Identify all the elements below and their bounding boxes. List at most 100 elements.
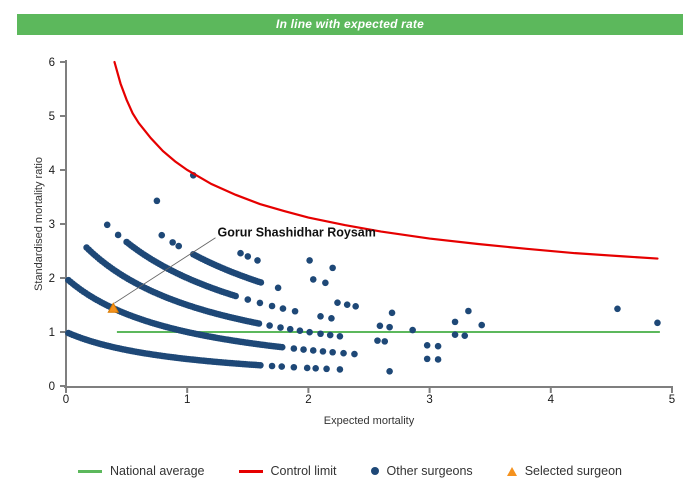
other-surgeon-dot[interactable] <box>309 347 317 354</box>
other-surgeon-dot[interactable] <box>266 322 273 329</box>
other-surgeon-dot[interactable] <box>451 318 459 326</box>
y-tick-label: 5 <box>49 111 55 123</box>
x-tick-label: 2 <box>305 394 311 406</box>
other-surgeon-dot[interactable] <box>169 239 176 246</box>
other-surgeon-dot[interactable] <box>268 362 276 370</box>
other-surgeon-dot[interactable] <box>336 333 344 340</box>
y-tick-label: 3 <box>49 219 55 231</box>
other-surgeon-dot[interactable] <box>286 325 294 333</box>
other-surgeon-dot[interactable] <box>317 330 324 338</box>
legend-label: Control limit <box>270 464 337 478</box>
other-surgeon-dot[interactable] <box>244 296 252 303</box>
x-tick-label: 3 <box>426 394 432 406</box>
other-surgeon-dot[interactable] <box>291 307 299 315</box>
other-surgeon-dot[interactable] <box>175 242 183 250</box>
other-surgeon-dot[interactable] <box>423 355 431 363</box>
other-surgeon-dot[interactable] <box>423 341 431 349</box>
y-tick-label: 1 <box>49 327 55 339</box>
other-surgeon-dot[interactable] <box>386 323 393 331</box>
other-surgeon-dot[interactable] <box>326 331 334 339</box>
other-surgeon-dot[interactable] <box>312 365 319 372</box>
selected-surgeon-label: Gorur Shashidhar Roysam <box>218 226 376 240</box>
other-surgeon-dot[interactable] <box>256 299 264 307</box>
other-surgeon-dot[interactable] <box>255 320 263 327</box>
other-surgeon-dot[interactable] <box>376 322 384 330</box>
legend-label: Selected surgeon <box>524 464 622 478</box>
legend-label: Other surgeons <box>386 464 473 478</box>
national-average-line-icon <box>78 469 102 473</box>
legend-label: National average <box>110 464 205 478</box>
other-surgeon-dot[interactable] <box>257 361 264 369</box>
other-surgeon-dot[interactable] <box>114 231 122 239</box>
y-tick-label: 0 <box>49 381 55 393</box>
status-banner: In line with expected rate <box>17 14 683 35</box>
other-surgeon-dot[interactable] <box>451 331 459 338</box>
other-surgeon-dot[interactable] <box>290 363 298 371</box>
other-surgeon-dot[interactable] <box>254 257 261 264</box>
other-surgeon-dot[interactable] <box>329 264 336 272</box>
other-surgeon-dot[interactable] <box>351 350 358 358</box>
y-tick-label: 4 <box>49 165 56 177</box>
other-surgeon-dot[interactable] <box>278 363 286 370</box>
other-surgeon-dot[interactable] <box>328 314 335 322</box>
x-tick-label: 1 <box>184 394 190 406</box>
other-surgeon-dot[interactable] <box>334 299 341 306</box>
other-surgeon-dot[interactable] <box>386 367 393 375</box>
other-surgeon-dot[interactable] <box>303 364 311 372</box>
legend-item-other-surgeons: Other surgeons <box>370 464 473 478</box>
other-surgeon-dot[interactable] <box>309 276 317 283</box>
other-surgeon-dot[interactable] <box>237 249 244 257</box>
other-surgeon-dot[interactable] <box>434 342 442 350</box>
annotation-leader-line <box>114 237 216 304</box>
other-surgeon-dot[interactable] <box>290 345 298 352</box>
other-surgeon-dot[interactable] <box>434 356 442 363</box>
other-surgeon-dot[interactable] <box>317 313 324 320</box>
control-limit-line <box>113 60 659 260</box>
other-surgeon-dot[interactable] <box>306 328 313 336</box>
funnel-plot-chart: 0 1 2 3 4 5 6 0 1 2 3 4 5 Expected mortality Standardi… <box>33 57 675 427</box>
control-limit-line-icon <box>238 469 263 473</box>
x-axis-title: Expected mortality <box>324 415 415 427</box>
legend-item-selected-surgeon: Selected surgeon <box>506 464 622 478</box>
other-surgeon-dot[interactable] <box>465 307 472 315</box>
y-axis-title: Standardised mortality ratio <box>33 157 45 291</box>
other-surgeon-dot[interactable] <box>274 284 282 292</box>
x-tick-label: 4 <box>548 394 555 406</box>
other-surgeon-dot[interactable] <box>306 257 313 264</box>
surgeon-dot-icon <box>370 467 379 475</box>
other-surgeon-dot[interactable] <box>374 337 381 344</box>
other-surgeon-dot[interactable] <box>279 305 287 312</box>
other-surgeon-dot[interactable] <box>329 348 336 356</box>
legend-item-national-average: National average <box>78 464 205 478</box>
x-tick-label: 0 <box>63 394 69 406</box>
other-surgeon-dot[interactable] <box>322 279 329 287</box>
other-surgeon-dot[interactable] <box>478 321 486 329</box>
other-surgeon-dot[interactable] <box>278 343 286 351</box>
other-surgeon-dot[interactable] <box>277 324 284 331</box>
other-surgeon-dot[interactable] <box>323 365 330 373</box>
other-surgeon-dot[interactable] <box>244 253 252 260</box>
other-surgeon-dot[interactable] <box>388 309 396 317</box>
other-surgeon-dot[interactable] <box>300 346 307 353</box>
other-surgeon-dot[interactable] <box>614 305 621 313</box>
other-surgeon-dot[interactable] <box>158 231 166 239</box>
other-surgeon-dot[interactable] <box>381 338 389 345</box>
other-surgeon-dot[interactable] <box>343 301 351 308</box>
other-surgeon-dot[interactable] <box>103 221 111 229</box>
other-surgeon-dot[interactable] <box>268 302 276 310</box>
legend-item-control-limit: Control limit <box>238 464 337 478</box>
other-surgeon-dot[interactable] <box>232 292 239 300</box>
other-surgeon-dot[interactable] <box>319 348 327 355</box>
other-surgeon-dot[interactable] <box>352 303 359 310</box>
other-surgeon-dot[interactable] <box>340 349 347 357</box>
y-tick-label: 6 <box>49 57 55 69</box>
selected-surgeon-triangle-icon <box>506 466 517 476</box>
other-surgeon-dot[interactable] <box>336 366 344 373</box>
other-surgeon-dot[interactable] <box>257 279 265 286</box>
other-surgeon-dot[interactable] <box>461 332 469 339</box>
other-surgeon-dot[interactable] <box>153 197 161 205</box>
other-surgeon-dot[interactable] <box>409 326 416 334</box>
selected-surgeon-marker[interactable] <box>107 302 120 313</box>
other-surgeon-dot[interactable] <box>296 327 304 335</box>
other-surgeon-dot[interactable] <box>654 319 661 327</box>
